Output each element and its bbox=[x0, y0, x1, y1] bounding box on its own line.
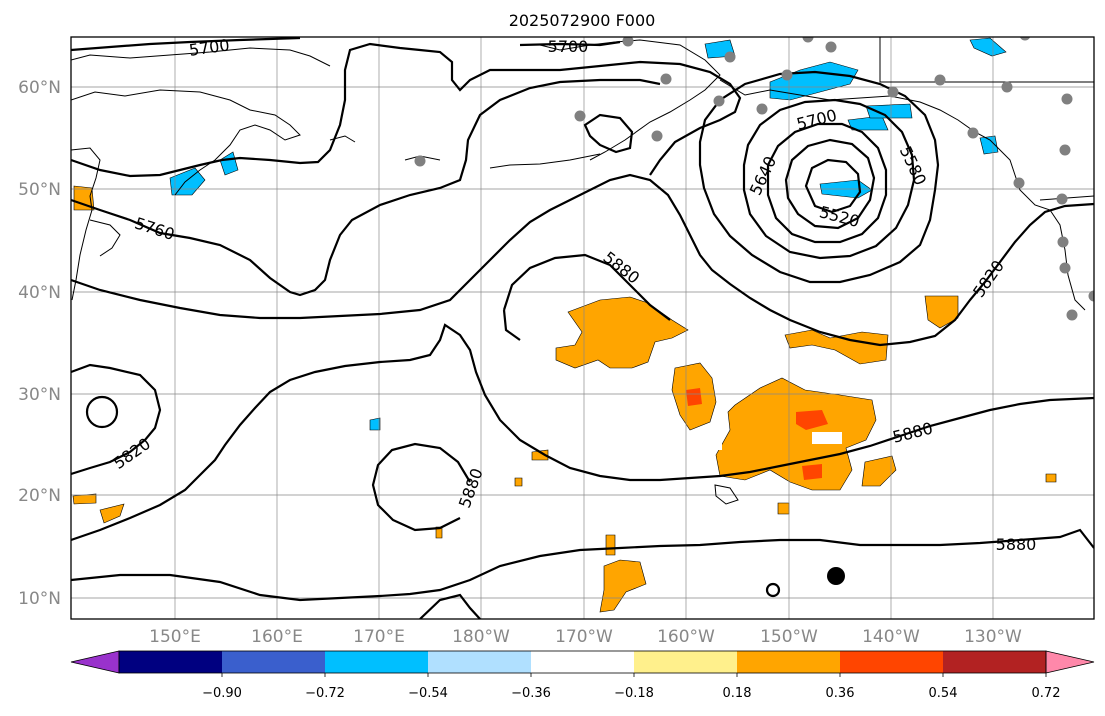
colorbar-segment bbox=[325, 651, 428, 673]
station-dot bbox=[1019, 37, 1031, 41]
station-dot bbox=[574, 110, 586, 122]
station-dot bbox=[1057, 236, 1069, 248]
longitude-tick-label: 180°W bbox=[452, 627, 510, 647]
contour-label: 5880 bbox=[996, 535, 1037, 554]
map-title: 2025072900 F000 bbox=[509, 11, 656, 30]
station-dot bbox=[825, 41, 837, 53]
station-dot bbox=[622, 37, 634, 47]
station-dot bbox=[1001, 81, 1013, 93]
longitude-tick-label: 150°E bbox=[149, 627, 201, 647]
colorbar-segment bbox=[943, 651, 1046, 673]
strong-positive-anomaly-fills bbox=[686, 388, 828, 480]
longitude-tick-label: 160°E bbox=[251, 627, 303, 647]
station-dot bbox=[414, 155, 426, 167]
colorbar-segment bbox=[634, 651, 737, 673]
colorbar-tick-label: −0.18 bbox=[614, 686, 654, 701]
station-dot bbox=[713, 95, 725, 107]
colorbar-tick-label: −0.72 bbox=[305, 686, 345, 701]
latitude-axis: 10°N 20°N 30°N 40°N 50°N 60°N bbox=[18, 78, 61, 609]
map-frame bbox=[70, 36, 1095, 620]
station-dot bbox=[1059, 144, 1071, 156]
colorbar-tick-label: 0.72 bbox=[1032, 686, 1061, 701]
station-dot bbox=[887, 86, 899, 98]
map-area: 5700 5700 5760 5700 5640 5580 5520 5880 … bbox=[71, 35, 1094, 619]
longitude-tick-label: 140°W bbox=[862, 627, 920, 647]
longitude-tick-label: 150°W bbox=[760, 627, 818, 647]
station-dot bbox=[651, 130, 663, 142]
station-markers bbox=[414, 37, 1094, 585]
contour-label: 5700 bbox=[548, 37, 589, 56]
colorbar-segment bbox=[840, 651, 943, 673]
colorbar-frame bbox=[118, 650, 1047, 674]
longitude-tick-label: 160°W bbox=[657, 627, 715, 647]
colorbar bbox=[70, 650, 1095, 674]
station-dot bbox=[781, 69, 793, 81]
colorbar-extend-low bbox=[70, 650, 120, 674]
station-dot bbox=[967, 127, 979, 139]
longitude-tick-label: 170°W bbox=[555, 627, 613, 647]
station-dot bbox=[1061, 93, 1073, 105]
station-dot bbox=[660, 73, 672, 85]
colorbar-tick-label: 0.18 bbox=[723, 686, 752, 701]
latitude-tick-label: 30°N bbox=[18, 385, 61, 405]
latitude-tick-label: 50°N bbox=[18, 180, 61, 200]
colorbar-extend-high bbox=[1045, 650, 1095, 674]
contour-label: 5700 bbox=[188, 35, 231, 59]
colorbar-segment bbox=[119, 651, 222, 673]
geopotential-contours bbox=[71, 37, 1094, 619]
colorbar-tick-label: −0.54 bbox=[408, 686, 448, 701]
colorbar-tick-label: 0.54 bbox=[929, 686, 958, 701]
station-dot bbox=[802, 37, 814, 43]
station-dot bbox=[934, 74, 946, 86]
colorbar-segment bbox=[222, 651, 325, 673]
longitude-tick-label: 170°E bbox=[353, 627, 405, 647]
colorbar-segment bbox=[531, 651, 634, 673]
highlight-station-dot bbox=[827, 567, 845, 585]
colorbar-tick-label: −0.90 bbox=[202, 686, 242, 701]
station-dot bbox=[756, 103, 768, 115]
station-dot bbox=[724, 51, 736, 63]
latitude-tick-label: 20°N bbox=[18, 486, 61, 506]
station-dot bbox=[1059, 262, 1071, 274]
station-dot bbox=[1066, 309, 1078, 321]
graticule bbox=[71, 37, 1094, 619]
latitude-tick-label: 40°N bbox=[18, 283, 61, 303]
colorbar-segment bbox=[428, 651, 531, 673]
colorbar-tick-labels: −0.90 −0.72 −0.54 −0.36 −0.18 0.18 0.36 0.54 0.7… bbox=[202, 673, 1061, 701]
colorbar-segment bbox=[737, 651, 840, 673]
longitude-tick-label: 130°W bbox=[964, 627, 1022, 647]
latitude-tick-label: 10°N bbox=[18, 589, 61, 609]
colorbar-tick-label: 0.36 bbox=[826, 686, 855, 701]
station-dot bbox=[1013, 177, 1025, 189]
longitude-axis: 150°E 160°E 170°E 180°W 170°W 160°W 150°W 140°W… bbox=[149, 627, 1022, 647]
station-dot bbox=[1088, 290, 1094, 302]
anomaly-holes bbox=[712, 432, 842, 450]
latitude-tick-label: 60°N bbox=[18, 78, 61, 98]
colorbar-tick-label: −0.36 bbox=[511, 686, 551, 701]
station-dot bbox=[1056, 193, 1068, 205]
coastlines bbox=[71, 37, 1094, 505]
